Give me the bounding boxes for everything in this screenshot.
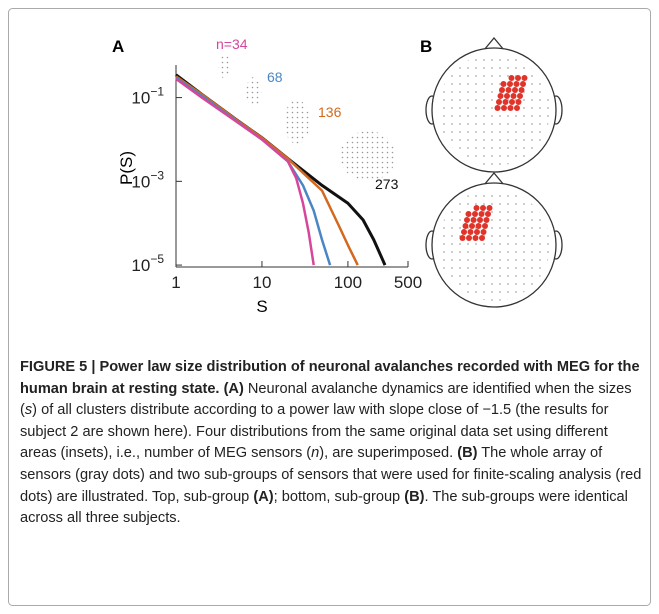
figure-border <box>8 8 651 606</box>
series-label: 273 <box>375 176 399 192</box>
sensor-dot <box>474 229 480 235</box>
sensor-subgroup <box>459 205 493 241</box>
sensor-dot <box>509 99 515 105</box>
y-tick-label: 10−5 <box>131 252 164 275</box>
sensor-dot <box>504 93 510 99</box>
y-tick-label: 10−3 <box>131 168 164 191</box>
caption-text: . The sub-groups were identical across a… <box>20 488 628 527</box>
caption-title: FIGURE 5 | Power law size distribution o… <box>20 359 640 397</box>
caption-text: s <box>24 402 33 419</box>
sensor-dot <box>464 217 470 223</box>
sensor-dot <box>467 229 474 235</box>
head-bottom <box>425 171 563 308</box>
sensor-dot <box>485 211 491 217</box>
sensor-dot <box>480 205 486 211</box>
sensor-dot <box>500 81 507 87</box>
sensor-dot <box>505 87 512 93</box>
sensor-dot <box>515 75 521 81</box>
sensor-dot <box>486 205 493 211</box>
sensor-dot <box>499 87 505 93</box>
series-label: n=34 <box>216 36 248 52</box>
y-axis-label: P(S) <box>117 151 136 185</box>
caption-text: (B) <box>457 445 478 462</box>
caption-text: (A) <box>253 488 274 505</box>
sensor-subgroup <box>494 75 528 111</box>
inset <box>340 131 396 181</box>
sensor-dot <box>521 75 528 81</box>
sensor-dot <box>479 235 485 241</box>
sensor-dot <box>510 93 517 99</box>
sensor-dot <box>475 223 482 229</box>
y-tick-base: 10 <box>131 256 150 275</box>
inset <box>246 77 262 107</box>
series-label: 136 <box>318 104 342 120</box>
caption-text: Neuronal avalanche dynamics are identifi… <box>20 380 632 419</box>
series-label: 68 <box>267 69 283 85</box>
caption-text: (A) <box>223 380 244 397</box>
x-tick-label: 100 <box>334 273 362 292</box>
y-tick-base: 10 <box>131 172 150 191</box>
sensor-dot <box>514 105 520 111</box>
sensor-dot <box>502 99 509 105</box>
inset <box>284 100 310 144</box>
sensor-dot <box>518 87 525 93</box>
sensor-dot <box>465 211 472 217</box>
sensor-dot <box>469 223 475 229</box>
head-top <box>425 36 563 173</box>
sensor-dot <box>478 211 485 217</box>
y-tick-exponent: −3 <box>150 168 164 182</box>
sensor-dot <box>482 223 488 229</box>
sensor-dot <box>472 235 479 241</box>
sensor-dot <box>466 235 472 241</box>
sensor-dot <box>520 81 526 87</box>
sensor-dot <box>513 81 520 87</box>
sensor-dot <box>459 235 466 241</box>
sensor-dot <box>507 105 514 111</box>
sensor-dot <box>462 223 469 229</box>
caption-text: ) of all clusters distribute according t… <box>20 402 609 462</box>
sensor-dot <box>497 93 504 99</box>
series-line <box>175 77 315 266</box>
sensor-dot <box>461 229 467 235</box>
x-tick-label: 1 <box>171 273 180 292</box>
y-tick-label: 10−1 <box>131 85 164 108</box>
caption: FIGURE 5 | Power law size distribution o… <box>20 357 642 530</box>
panel-label: A <box>112 37 124 56</box>
y-tick-base: 10 <box>131 89 150 108</box>
sensor-dot <box>483 217 490 223</box>
sensor-dot <box>496 99 502 105</box>
sensor-dot <box>477 217 483 223</box>
sensor-dot <box>473 205 480 211</box>
caption-text: (B) <box>404 488 425 505</box>
sensor-dot <box>494 105 501 111</box>
sensor-dot <box>480 229 487 235</box>
sensor-dot <box>512 87 518 93</box>
x-tick-label: 500 <box>394 273 422 292</box>
caption-text: The whole array of sensors (gray dots) a… <box>20 445 642 505</box>
sensor-dot <box>507 81 513 87</box>
sensor-dot <box>517 93 523 99</box>
y-tick-exponent: −1 <box>150 85 164 99</box>
sensor-dot <box>470 217 477 223</box>
sensor-dot <box>508 75 515 81</box>
caption-text: n <box>311 445 320 462</box>
inset <box>218 54 230 78</box>
caption-text: ; bottom, sub-group <box>273 488 405 505</box>
sensor-dot <box>515 99 522 105</box>
x-axis-label: S <box>256 297 267 316</box>
sensor-dot <box>501 105 507 111</box>
y-tick-exponent: −5 <box>150 252 164 266</box>
x-tick-label: 10 <box>252 273 271 292</box>
sensor-dot <box>472 211 478 217</box>
panel-label: B <box>420 37 432 56</box>
caption-text: ), are superimposed. <box>319 445 458 462</box>
